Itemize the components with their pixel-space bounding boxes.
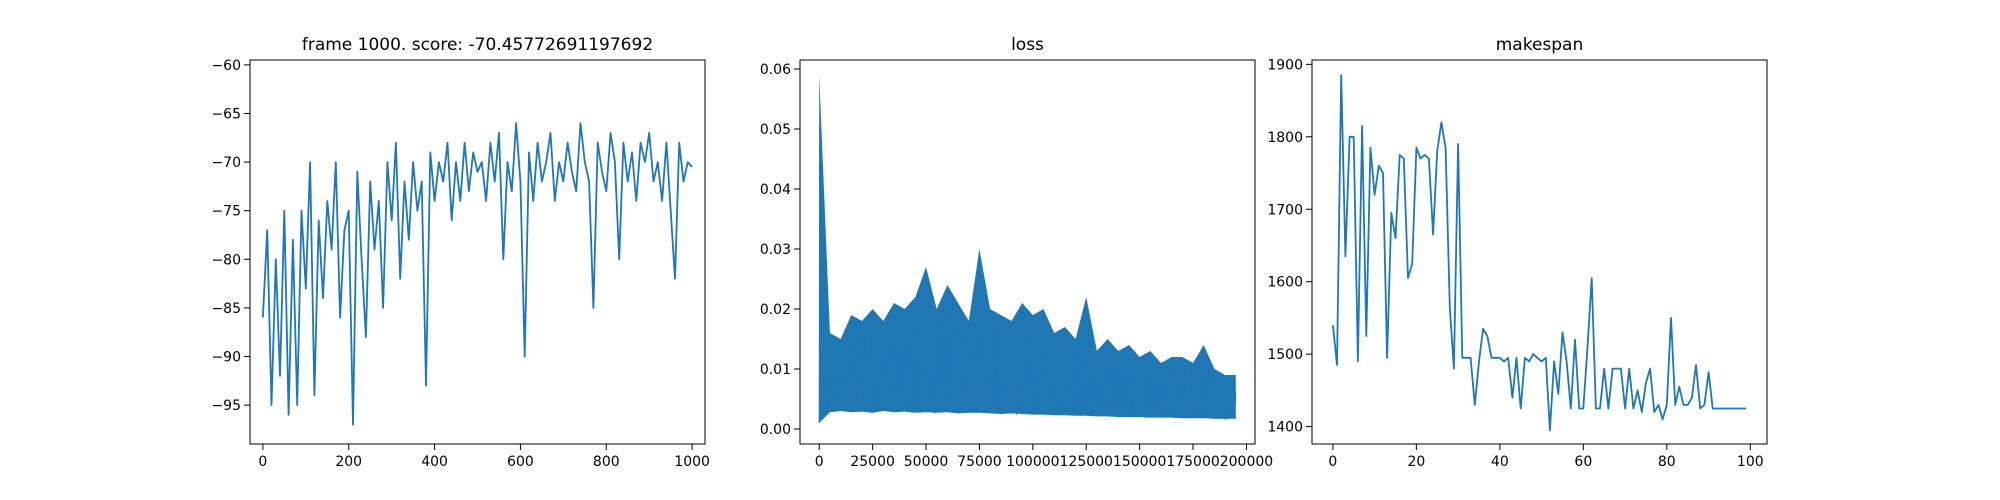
score-chart-title: frame 1000. score: -70.45772691197692 (302, 35, 653, 55)
loss-series-line (818, 127, 1237, 424)
score-y-tick-label: −90 (211, 350, 241, 366)
score-y-tick-label: −60 (211, 58, 241, 74)
loss-chart: loss 0 25000 50000 75000 100000 125000 150000 1… (760, 35, 1273, 470)
makespan-y-tick-label: 1600 (1267, 275, 1303, 291)
makespan-y-tick-label: 1800 (1267, 130, 1303, 146)
makespan-x-tick-label: 80 (1658, 454, 1676, 470)
score-x-tick-label: 0 (258, 454, 267, 470)
loss-x-tick-label: 0 (815, 454, 824, 470)
makespan-x-tick-label: 60 (1574, 454, 1592, 470)
makespan-series-line (1332, 74, 1747, 432)
loss-y-tick-label: 0.01 (760, 362, 791, 378)
score-x-tick-label: 800 (593, 454, 620, 470)
loss-x-tick-label: 175000 (1166, 454, 1219, 470)
loss-axes-frame (799, 59, 1256, 445)
loss-y-tick-label: 0.02 (760, 302, 791, 318)
score-x-tick-label: 400 (421, 454, 448, 470)
makespan-x-tick-label: 20 (1407, 454, 1425, 470)
makespan-y-tick-label: 1500 (1267, 347, 1303, 363)
score-y-tick-label: −70 (211, 155, 241, 171)
score-axes-frame (249, 59, 706, 445)
loss-x-tick-label: 50000 (904, 454, 949, 470)
loss-y-tick-label: 0.03 (760, 242, 791, 258)
score-chart: frame 1000. score: -70.45772691197692 0 2… (211, 35, 709, 470)
loss-y-tick-label: 0.05 (760, 122, 791, 138)
makespan-y-tick-label: 1700 (1267, 202, 1303, 218)
loss-x-tick-label: 75000 (957, 454, 1002, 470)
makespan-x-tick-label: 100 (1737, 454, 1764, 470)
makespan-chart-title: makespan (1496, 35, 1584, 55)
loss-x-tick-label: 200000 (1220, 454, 1273, 470)
score-series-line (262, 122, 693, 426)
makespan-y-tick-label: 1900 (1267, 57, 1303, 73)
score-x-tick-label: 200 (335, 454, 362, 470)
loss-y-tick-label: 0.00 (760, 422, 791, 438)
score-x-tick-label: 600 (507, 454, 534, 470)
score-y-tick-label: −95 (211, 398, 241, 414)
score-y-tick-label: −80 (211, 252, 241, 268)
loss-x-tick-label: 25000 (850, 454, 895, 470)
loss-y-tick-label: 0.06 (760, 62, 791, 78)
score-y-tick-label: −75 (211, 204, 241, 220)
makespan-chart: makespan 0 20 40 60 80 100 1400 1500 1600 1700 180… (1267, 35, 1768, 470)
score-x-tick-label: 1000 (674, 454, 710, 470)
makespan-y-tick-label: 1400 (1267, 420, 1303, 436)
loss-x-tick-label: 100000 (1006, 454, 1059, 470)
makespan-x-tick-label: 40 (1491, 454, 1509, 470)
loss-x-tick-label: 125000 (1060, 454, 1113, 470)
score-y-tick-label: −65 (211, 106, 241, 122)
makespan-axes-frame (1311, 59, 1768, 445)
makespan-x-tick-label: 0 (1328, 454, 1337, 470)
loss-chart-title: loss (1011, 35, 1044, 55)
loss-y-tick-label: 0.04 (760, 182, 791, 198)
loss-x-tick-label: 150000 (1113, 454, 1166, 470)
score-y-tick-label: −85 (211, 301, 241, 317)
